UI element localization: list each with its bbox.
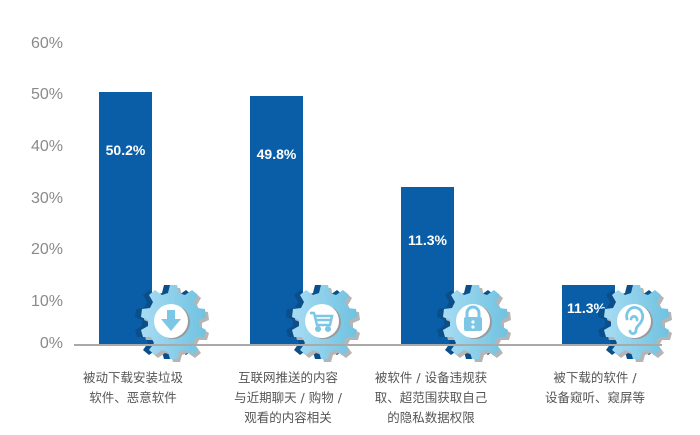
y-tick-10: 10% <box>30 293 63 310</box>
bar-1-value-label: 50.2% <box>105 142 146 158</box>
shopping-cart-icon <box>310 311 334 333</box>
ear-icon <box>625 306 645 335</box>
lock-icon <box>464 305 482 331</box>
gear-badge-2 <box>286 285 360 362</box>
bar-4-value-label: 11.3% <box>567 300 606 316</box>
bar-1 <box>99 92 152 345</box>
bar-3-value-label: 11.3% <box>408 232 447 248</box>
y-tick-50: 50% <box>30 86 63 103</box>
y-tick-60: 60% <box>30 35 63 52</box>
y-tick-0: 0% <box>39 335 63 352</box>
x-axis-line <box>74 344 662 346</box>
bar-2 <box>250 96 303 345</box>
gear-badge-4 <box>598 285 672 362</box>
category-label-4: 被下载的软件 / 设备窥听、窥屏等 <box>544 370 645 405</box>
y-tick-20: 20% <box>30 241 63 258</box>
bar-2-value-label: 49.8% <box>256 146 297 162</box>
category-label-3: 被软件 / 设备违规获 取、超范围获取自己 的隐私数据权限 <box>374 370 488 425</box>
download-icon <box>161 310 181 331</box>
gear-badge-3 <box>437 285 511 362</box>
y-tick-40: 40% <box>30 138 63 155</box>
category-label-2: 互联网推送的内容 与近期聊天 / 购物 / 观看的内容相关 <box>234 370 342 425</box>
y-tick-30: 30% <box>30 190 63 207</box>
category-label-1: 被动下载安装垃圾 软件、恶意软件 <box>82 370 183 405</box>
gear-badge-1 <box>135 285 209 362</box>
